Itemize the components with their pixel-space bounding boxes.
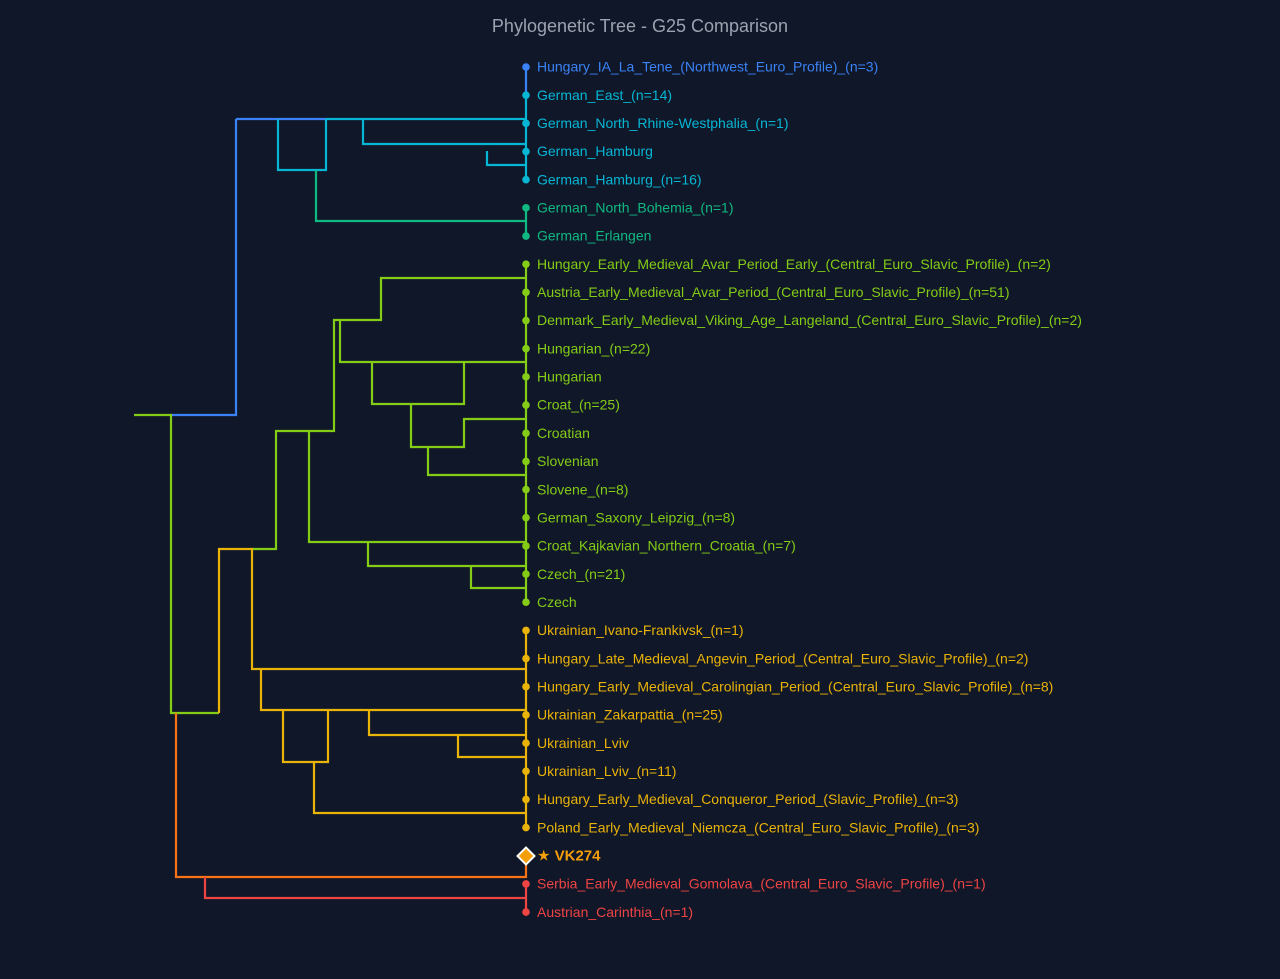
leaf-label: Austria_Early_Medieval_Avar_Period_(Cent… (537, 284, 1010, 300)
leaf-label: Ukrainian_Lviv_(n=11) (537, 763, 676, 779)
title: Phylogenetic Tree - G25 Comparison (492, 16, 788, 36)
leaf-node (522, 795, 530, 804)
leaf-node (522, 316, 530, 325)
leaf-label: ★ VK274 (537, 848, 601, 865)
leaf-label: Czech_(n=21) (537, 566, 625, 582)
leaf-label: Croat_(n=25) (537, 397, 620, 413)
leaf-node (522, 204, 530, 212)
leaf-node (522, 767, 530, 776)
leaf-label: Poland_Early_Medieval_Niemcza_(Central_E… (537, 819, 979, 835)
leaf-node (522, 682, 530, 691)
leaf-label: Croatian (537, 425, 590, 441)
leaf-label: Ukrainian_Ivano-Frankivsk_(n=1) (537, 622, 744, 638)
leaf-node (522, 570, 530, 578)
query-marker (516, 846, 536, 866)
leaf-node (522, 711, 530, 719)
leaf-node (522, 175, 530, 184)
leaf-node (522, 908, 530, 916)
leaf-node (522, 626, 530, 635)
leaf-node (522, 344, 530, 353)
leaf-node (522, 542, 530, 550)
leaf-label: German_East_(n=14) (537, 87, 672, 103)
leaf-label: Slovene_(n=8) (537, 481, 628, 497)
leaf-label: German_Erlangen (537, 228, 651, 244)
leaf-node (522, 598, 530, 607)
leaf-node (522, 429, 530, 438)
leaf-label: Hungarian (537, 369, 602, 385)
leaf-node (522, 513, 530, 522)
leaf-node (522, 288, 530, 297)
leaf-label: German_Saxony_Leipzig_(n=8) (537, 509, 735, 525)
leaf-label: Hungary_Early_Medieval_Conqueror_Period_… (537, 791, 958, 807)
leaf-node (522, 823, 530, 832)
leaf-label: Slovenian (537, 453, 599, 469)
leaf-node (522, 91, 530, 99)
leaf-label: Hungary_IA_La_Tene_(Northwest_Euro_Profi… (537, 59, 878, 75)
leaf-label: Hungary_Early_Medieval_Avar_Period_Early… (537, 256, 1051, 272)
leaf-label: German_North_Rhine-Westphalia_(n=1) (537, 115, 788, 131)
leaf-label: German_Hamburg_(n=16) (537, 171, 702, 187)
leaf-label: Czech (537, 594, 577, 610)
leaf-node (522, 401, 530, 409)
leaf-label: Hungary_Late_Medieval_Angevin_Period_(Ce… (537, 650, 1028, 666)
leaf-label: Hungarian_(n=22) (537, 340, 650, 356)
leaf-label: Denmark_Early_Medieval_Viking_Age_Langel… (537, 312, 1082, 328)
tree-branches (134, 67, 528, 912)
leaf-label: Serbia_Early_Medieval_Gomolava_(Central_… (537, 876, 986, 892)
leaf-node (522, 880, 530, 888)
leaf-label: German_North_Bohemia_(n=1) (537, 200, 734, 216)
leaf-node (522, 63, 530, 71)
leaf-node (522, 485, 530, 494)
leaf-label: Ukrainian_Zakarpattia_(n=25) (537, 707, 723, 723)
leaf-node (522, 260, 530, 268)
leaf-node (522, 373, 530, 381)
leaf-node (522, 147, 530, 156)
leaf-node (522, 457, 530, 466)
leaf-label: German_Hamburg (537, 143, 653, 159)
leaf-node (522, 232, 530, 240)
leaf-label: Austrian_Carinthia_(n=1) (537, 904, 693, 920)
leaf-label: Croat_Kajkavian_Northern_Croatia_(n=7) (537, 538, 796, 554)
leaf-label: Hungary_Early_Medieval_Carolingian_Perio… (537, 678, 1053, 694)
leaf-node (522, 119, 530, 128)
leaf-node (522, 739, 530, 747)
leaf-node (522, 654, 530, 663)
leaf-label: Ukrainian_Lviv (537, 735, 629, 751)
